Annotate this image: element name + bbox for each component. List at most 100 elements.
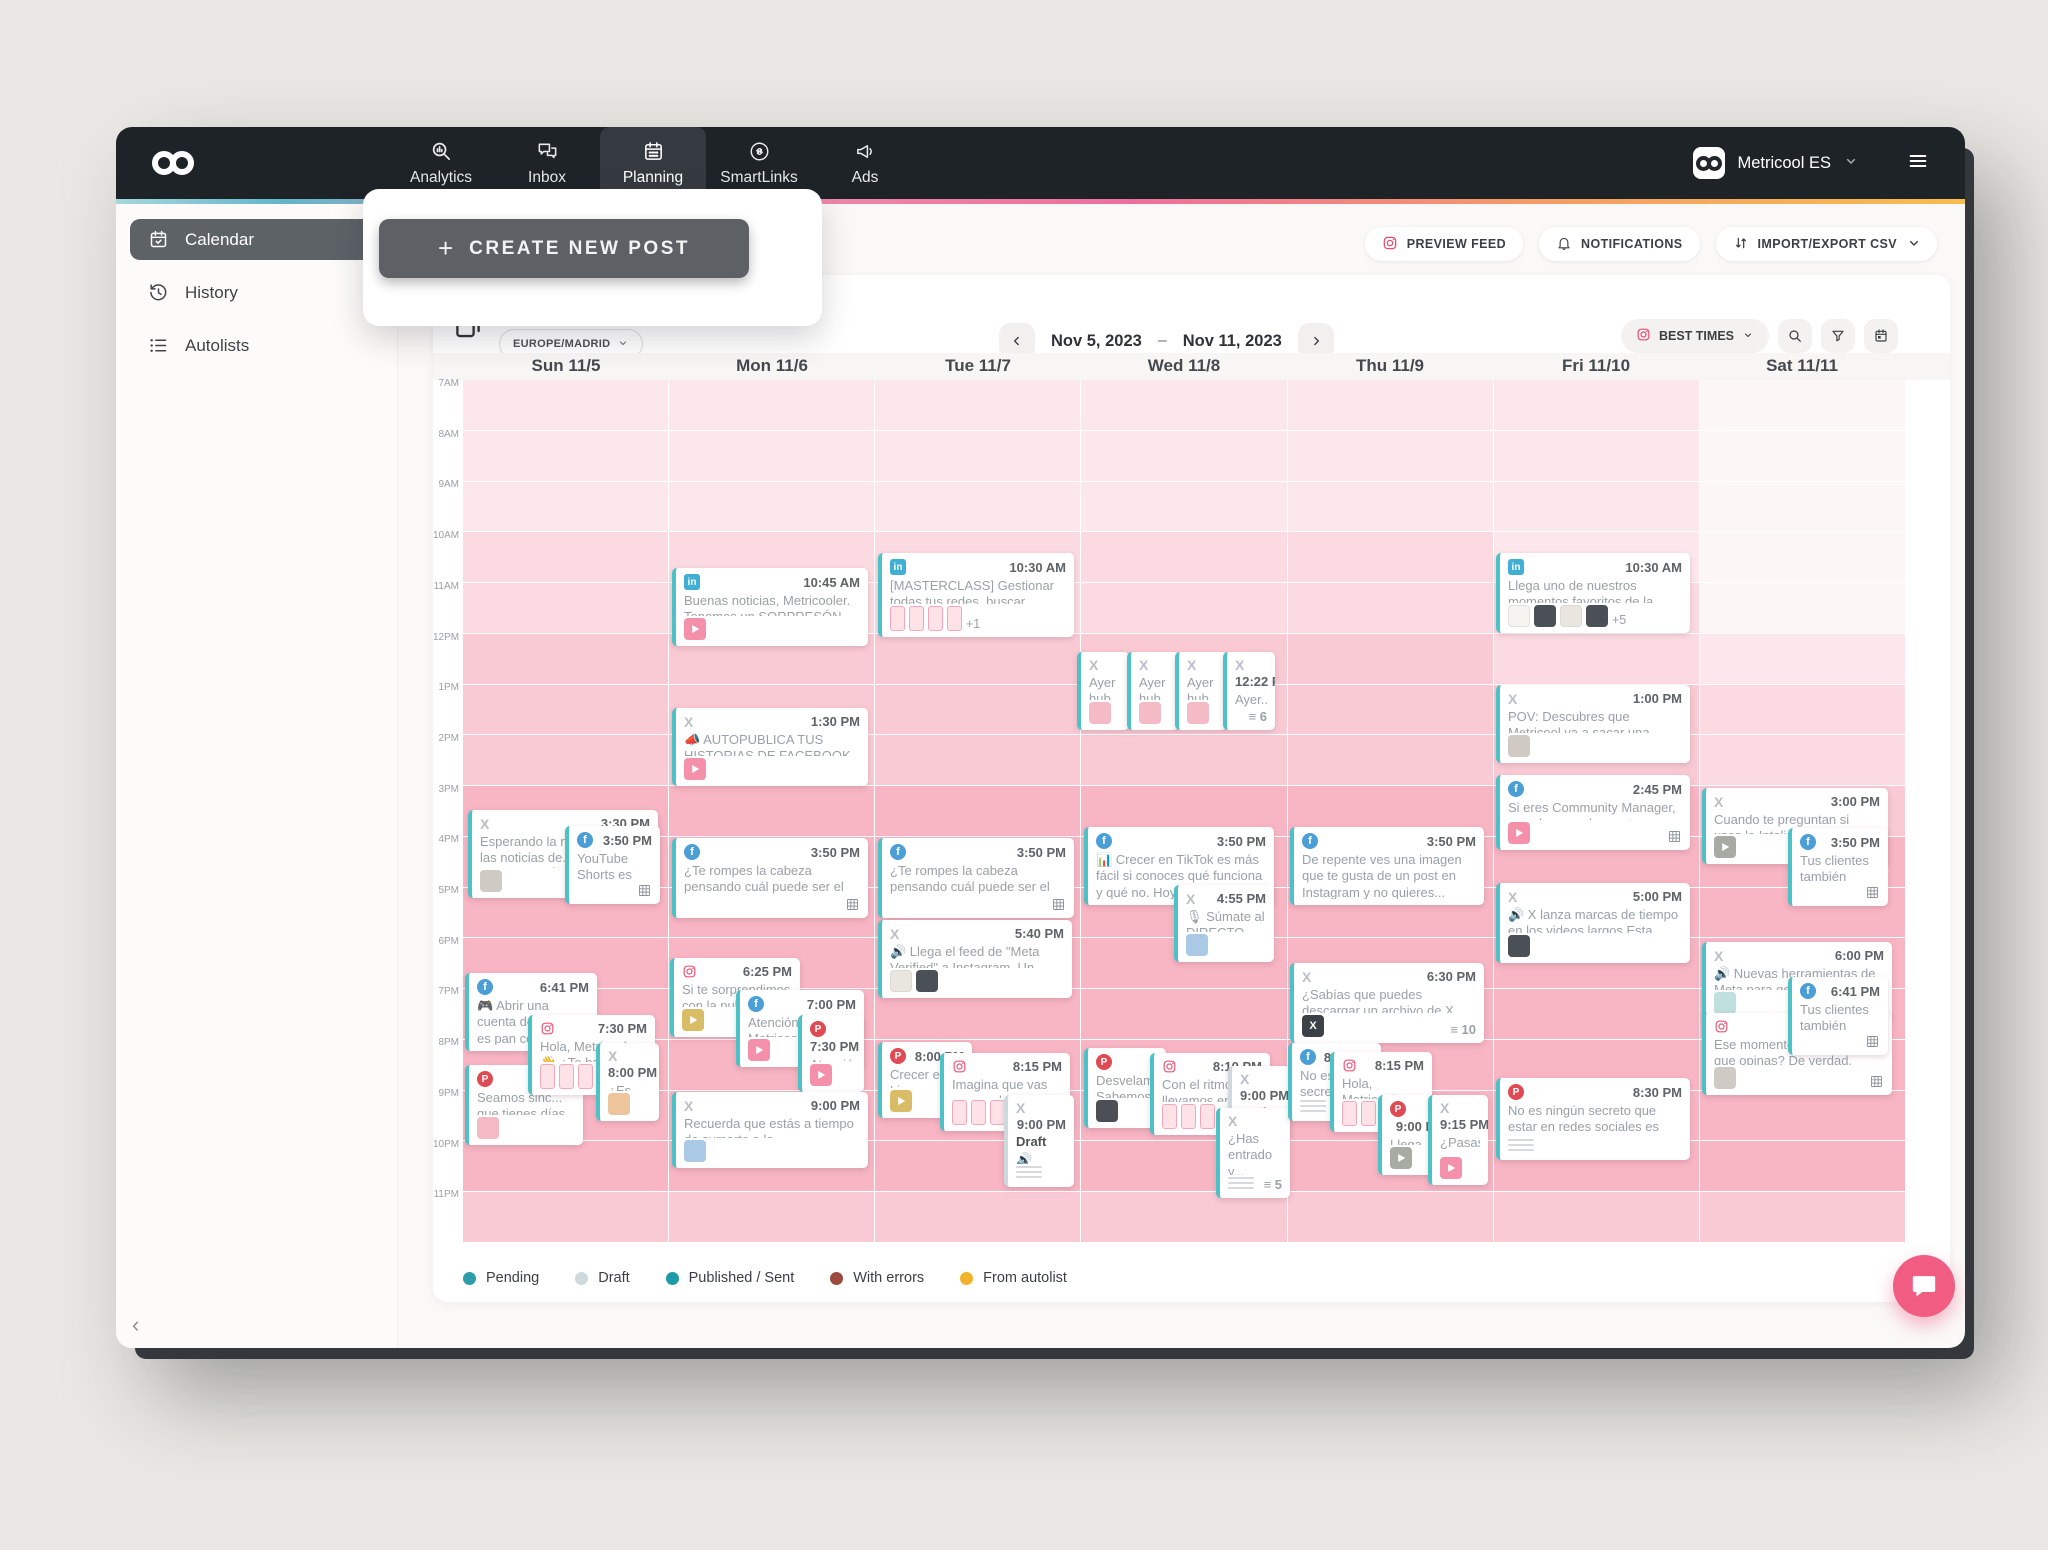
calendar-slot[interactable]: [875, 481, 1081, 532]
calendar-slot[interactable]: [1287, 430, 1493, 481]
calendar-slot[interactable]: [669, 380, 875, 430]
post-card[interactable]: X 1:00 PM POV: Descubres que Metricool va …: [1496, 685, 1690, 763]
calendar-slot[interactable]: [1493, 380, 1699, 430]
post-card[interactable]: X 4:55 PM 🎙 Súmate al DIRECTO....: [1174, 885, 1274, 962]
post-card[interactable]: X 5:00 PM 🔊 X lanza marcas de tiempo en lo…: [1496, 883, 1690, 963]
calendar-slot[interactable]: [463, 684, 669, 735]
calendar-slot[interactable]: [875, 786, 1081, 836]
post-card[interactable]: f 3:50 PM De repente ves una imagen que te…: [1290, 827, 1484, 905]
calendar-slot[interactable]: [875, 633, 1081, 684]
calendar-slot[interactable]: [1493, 1192, 1699, 1242]
chat-support-button[interactable]: [1893, 1255, 1955, 1317]
calendar-slot[interactable]: [669, 1192, 875, 1242]
post-card[interactable]: X9:00 PM Draft 🔊 Nueva...: [1004, 1095, 1074, 1187]
post-card[interactable]: f 3:50 PM Tus clientes también están e... …: [1788, 828, 1888, 906]
calendar-slot[interactable]: [669, 481, 875, 532]
calendar-slot[interactable]: [1287, 684, 1493, 735]
calendar-slot[interactable]: [463, 481, 669, 532]
post-card[interactable]: X9:15 PM ¿Pasas...: [1428, 1095, 1488, 1185]
calendar-slot[interactable]: [1699, 481, 1905, 532]
calendar-slot[interactable]: [1699, 532, 1905, 583]
calendar-slot[interactable]: [463, 583, 669, 633]
account-switcher[interactable]: Metricool ES: [1693, 147, 1859, 179]
calendar-slot[interactable]: [1081, 481, 1287, 532]
post-card[interactable]: X Ayer hub bombazo #eSports: [1127, 652, 1179, 730]
post-card[interactable]: X8:00 PM ¿Es posible? ...: [596, 1043, 659, 1121]
metricool-logo-icon[interactable]: [152, 151, 194, 175]
calendar-slot[interactable]: [1287, 735, 1493, 786]
calendar-slot[interactable]: [1081, 989, 1287, 1039]
calendar-slot[interactable]: [669, 430, 875, 481]
calendar-slot[interactable]: [1493, 430, 1699, 481]
nav-item-inbox[interactable]: Inbox: [494, 127, 600, 199]
calendar-slot[interactable]: [1081, 380, 1287, 430]
create-new-post-button[interactable]: + CREATE NEW POST: [379, 219, 749, 278]
calendar-slot[interactable]: [1081, 1192, 1287, 1242]
calendar-slot[interactable]: [669, 786, 875, 836]
calendar-slot[interactable]: [1699, 684, 1905, 735]
nav-item-analytics[interactable]: Analytics: [388, 127, 494, 199]
post-card[interactable]: P 8:30 PM No es ningún secreto que estar e…: [1496, 1078, 1690, 1160]
post-card[interactable]: X ¿Has entrado y... ≡ 5: [1216, 1108, 1290, 1198]
post-card[interactable]: X12:22 PM Ayer... ≡ 6: [1223, 652, 1275, 730]
notifications-button[interactable]: NOTIFICATIONS: [1539, 227, 1700, 261]
post-card[interactable]: f 3:50 PM ¿Te rompes la cabeza pensando cu…: [672, 838, 868, 918]
sidebar-item-history[interactable]: History: [130, 272, 383, 313]
calendar-slot[interactable]: [463, 1192, 669, 1242]
calendar-slot[interactable]: [1699, 735, 1905, 786]
calendar-slot[interactable]: [1699, 633, 1905, 684]
filter-icon[interactable]: [1821, 319, 1855, 353]
sidebar-item-autolists[interactable]: Autolists: [130, 325, 383, 366]
calendar-slot[interactable]: [1287, 380, 1493, 430]
calendar-slot[interactable]: [1699, 1141, 1905, 1192]
calendar-slot[interactable]: [1699, 583, 1905, 633]
calendar-slot[interactable]: [463, 735, 669, 786]
calendar-slot[interactable]: [875, 684, 1081, 735]
calendar-slot[interactable]: [463, 380, 669, 430]
calendar-slot[interactable]: [1287, 481, 1493, 532]
calendar-slot[interactable]: [1493, 481, 1699, 532]
post-card[interactable]: X Ayer hub bombazo #eSports: [1175, 652, 1227, 730]
post-card[interactable]: f 3:50 PM YouTube Shorts es una oportunida…: [565, 826, 660, 904]
calendar-slot[interactable]: [1081, 430, 1287, 481]
best-times-selector[interactable]: BEST TIMES: [1620, 319, 1769, 353]
calendar-slot[interactable]: [1081, 532, 1287, 583]
post-card[interactable]: f 6:41 PM Tus clientes también están e... …: [1788, 977, 1888, 1055]
calendar-slot[interactable]: [875, 380, 1081, 430]
calendar-slot[interactable]: [875, 735, 1081, 786]
post-card[interactable]: X 5:40 PM 🔊 Llega el feed de "Meta Verifie…: [878, 920, 1072, 998]
post-card[interactable]: in 10:45 AM Buenas noticias, Metricooler. …: [672, 568, 868, 646]
post-card[interactable]: X 1:30 PM 📣 AUTOPUBLICA TUS HISTORIAS DE F…: [672, 708, 868, 786]
calendar-view-icon[interactable]: [1864, 319, 1898, 353]
calendar-slot[interactable]: [463, 430, 669, 481]
calendar-slot[interactable]: [1699, 430, 1905, 481]
calendar-slot[interactable]: [1081, 583, 1287, 633]
post-card[interactable]: in 10:30 AM Llega uno de nuestros momentos…: [1496, 553, 1690, 633]
post-card[interactable]: X 6:30 PM ¿Sabías que puedes descargar un …: [1290, 963, 1484, 1043]
calendar-slot[interactable]: [1287, 583, 1493, 633]
calendar-slot[interactable]: [1699, 1192, 1905, 1242]
calendar-slot[interactable]: [463, 532, 669, 583]
nav-item-smartlinks[interactable]: SmartLinks: [706, 127, 812, 199]
calendar-slot[interactable]: [1287, 1192, 1493, 1242]
preview-feed-button[interactable]: PREVIEW FEED: [1364, 227, 1524, 261]
calendar-slot[interactable]: [1699, 1090, 1905, 1141]
sidebar-collapse-button[interactable]: ‹: [132, 1312, 140, 1337]
post-card[interactable]: P 7:30 PM Atención, Metricool... ¿Recuerda…: [798, 1015, 864, 1092]
calendar-slot[interactable]: [1493, 989, 1699, 1039]
menu-icon[interactable]: [1907, 150, 1929, 177]
calendar-slot[interactable]: [1081, 735, 1287, 786]
post-card[interactable]: in 10:30 AM [MASTERCLASS] Gestionar todas …: [878, 553, 1074, 637]
calendar-slot[interactable]: [463, 633, 669, 684]
search-icon[interactable]: [1778, 319, 1812, 353]
import-export-csv-button[interactable]: IMPORT/EXPORT CSV: [1715, 227, 1937, 261]
calendar-slot[interactable]: [463, 1141, 669, 1192]
calendar-slot[interactable]: [875, 1192, 1081, 1242]
calendar-slot[interactable]: [1699, 380, 1905, 430]
calendar-slot[interactable]: [875, 430, 1081, 481]
post-card[interactable]: f 3:50 PM ¿Te rompes la cabeza pensando cu…: [878, 838, 1074, 918]
post-card[interactable]: X Ayer hub bombazo #eSports: [1077, 652, 1129, 730]
nav-item-ads[interactable]: Ads: [812, 127, 918, 199]
post-card[interactable]: f 2:45 PM Si eres Community Manager, ya sa…: [1496, 775, 1690, 850]
sidebar-item-calendar[interactable]: Calendar: [130, 219, 383, 260]
